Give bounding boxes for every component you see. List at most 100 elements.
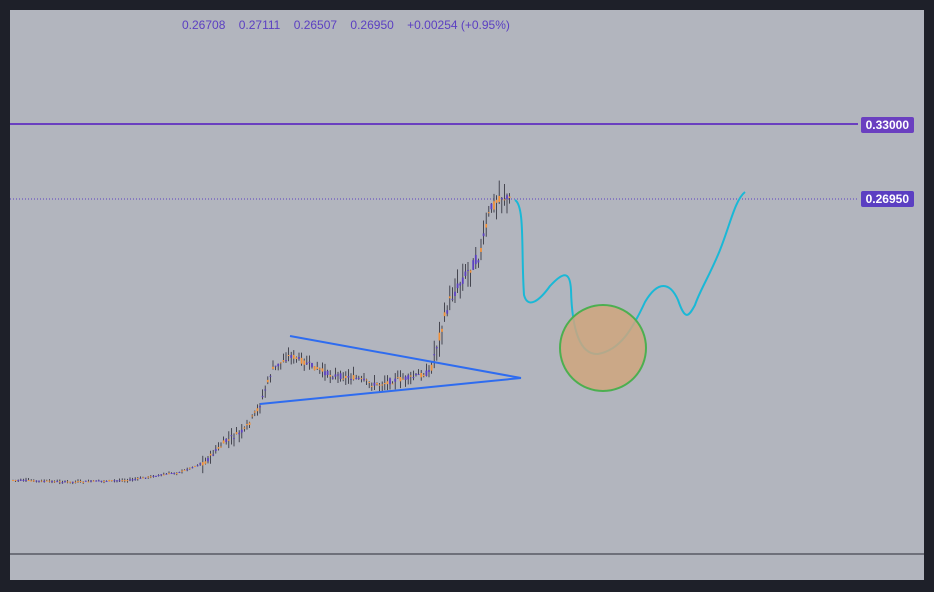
candle-body bbox=[66, 481, 69, 483]
candle-body bbox=[19, 479, 22, 481]
candle-body bbox=[321, 368, 324, 372]
candle-body bbox=[142, 477, 144, 479]
candle-body bbox=[365, 379, 368, 381]
candle-body bbox=[212, 454, 215, 456]
candle-body bbox=[331, 377, 334, 379]
candle-body bbox=[337, 374, 339, 376]
candle-body bbox=[318, 368, 321, 370]
triangle-lower-line[interactable] bbox=[259, 377, 522, 405]
candlestick-series bbox=[12, 180, 511, 485]
candle-body bbox=[389, 378, 391, 385]
candle-body bbox=[435, 347, 438, 349]
candle-body bbox=[116, 480, 118, 482]
candle-body bbox=[334, 374, 337, 377]
candle-body bbox=[342, 378, 345, 380]
candle-body bbox=[311, 363, 313, 367]
candle-body bbox=[279, 362, 282, 364]
candle-body bbox=[256, 408, 259, 412]
candle-body bbox=[508, 196, 511, 199]
current-price-label[interactable]: 0.26950 bbox=[860, 191, 914, 207]
candle-body bbox=[77, 481, 79, 483]
candle-body bbox=[227, 439, 230, 441]
candle-body bbox=[199, 463, 202, 465]
candle-body bbox=[360, 378, 363, 380]
candle-body bbox=[402, 378, 404, 380]
candle-body bbox=[38, 480, 40, 482]
candle-body bbox=[378, 384, 381, 386]
candle-body bbox=[157, 475, 160, 477]
candle-body bbox=[503, 199, 506, 201]
candle-body bbox=[357, 377, 360, 379]
candle-body bbox=[71, 481, 74, 483]
target-circle[interactable] bbox=[559, 304, 647, 392]
candle-body bbox=[454, 291, 456, 296]
candle-body bbox=[446, 310, 449, 314]
candle-body bbox=[82, 481, 85, 483]
ohlc-high: 0.27111 bbox=[238, 18, 281, 32]
chart-panel[interactable]: 0.26708 0.27111 0.26507 0.26950 +0.00254… bbox=[10, 10, 924, 580]
candle-body bbox=[113, 480, 116, 482]
candle-body bbox=[298, 357, 300, 359]
candle-body bbox=[17, 480, 20, 482]
candle-body bbox=[214, 449, 217, 451]
candle-body bbox=[443, 312, 446, 317]
candle-body bbox=[285, 360, 287, 362]
candle-body bbox=[147, 476, 150, 478]
candle-body bbox=[376, 382, 378, 385]
candle-body bbox=[53, 481, 56, 483]
candle-body bbox=[448, 296, 451, 299]
candle-body bbox=[155, 475, 157, 477]
candle-body bbox=[339, 373, 342, 379]
candle-body bbox=[22, 479, 25, 481]
candle-body bbox=[500, 197, 503, 199]
resistance-price-label[interactable]: 0.33000 bbox=[860, 117, 914, 133]
candle-body bbox=[396, 377, 399, 379]
candle-body bbox=[170, 473, 173, 475]
candle-body bbox=[282, 360, 285, 362]
candle-body bbox=[121, 480, 124, 482]
candle-body bbox=[482, 233, 485, 237]
candle-body bbox=[461, 277, 464, 284]
candle-body bbox=[225, 438, 228, 442]
candle-body bbox=[399, 376, 402, 382]
candle-body bbox=[56, 481, 59, 483]
candle-body bbox=[350, 379, 352, 381]
candle-body bbox=[329, 375, 332, 377]
candle-body bbox=[316, 366, 319, 369]
candle-body bbox=[110, 480, 113, 482]
candle-body bbox=[477, 260, 480, 263]
candle-body bbox=[129, 479, 131, 481]
triangle-pattern[interactable] bbox=[259, 335, 522, 405]
candle-body bbox=[123, 480, 126, 482]
candle-body bbox=[305, 362, 308, 365]
candle-body bbox=[162, 474, 165, 476]
candle-body bbox=[235, 432, 238, 434]
candle-body bbox=[246, 424, 248, 426]
candle-body bbox=[425, 370, 428, 376]
candle-body bbox=[173, 472, 176, 474]
candle-body bbox=[165, 473, 168, 475]
candle-body bbox=[292, 354, 295, 359]
candle-body bbox=[269, 375, 272, 377]
candle-body bbox=[422, 374, 425, 377]
candle-body bbox=[363, 378, 365, 381]
candle-body bbox=[368, 381, 371, 384]
candle-body bbox=[248, 422, 251, 425]
triangle-upper-line[interactable] bbox=[289, 335, 522, 379]
candle-body bbox=[417, 374, 420, 376]
candle-body bbox=[451, 298, 454, 300]
candle-body bbox=[433, 354, 436, 356]
candle-body bbox=[139, 477, 142, 479]
candle-body bbox=[105, 480, 108, 482]
candle-body bbox=[134, 479, 137, 481]
candle-body bbox=[35, 480, 38, 482]
ohlc-close: 0.26950 bbox=[350, 18, 394, 32]
candle-body bbox=[498, 195, 501, 202]
candle-body bbox=[79, 480, 82, 482]
candle-body bbox=[464, 271, 467, 276]
candle-body bbox=[243, 427, 246, 429]
candle-body bbox=[381, 384, 384, 386]
candle-body bbox=[178, 471, 181, 473]
candle-body bbox=[407, 375, 410, 380]
chart-canvas[interactable] bbox=[10, 10, 924, 580]
